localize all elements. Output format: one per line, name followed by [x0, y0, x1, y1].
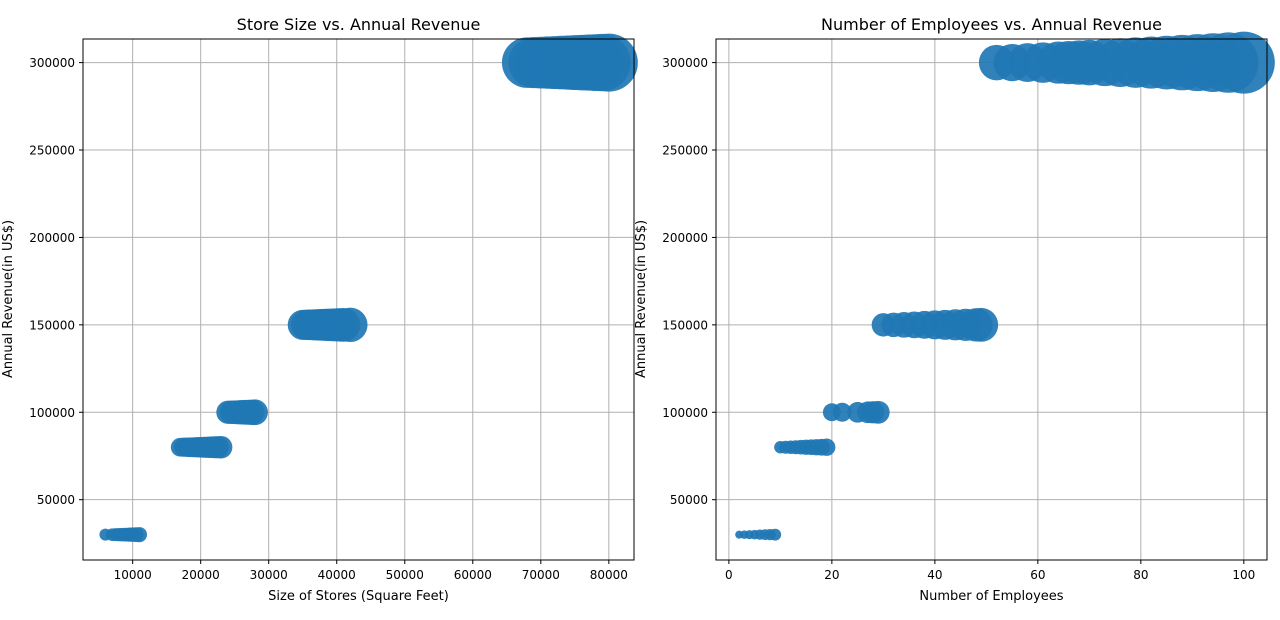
chart-left-grid	[83, 39, 634, 560]
left-xtick-label: 20000	[182, 568, 220, 582]
right-ytick-label: 300000	[662, 56, 708, 70]
left-xtick-label: 60000	[454, 568, 492, 582]
chart-right-xlabel: Number of Employees	[919, 589, 1063, 604]
chart-right-grid	[716, 39, 1267, 560]
right-ytick-label: 150000	[662, 318, 708, 332]
chart-left-title: Store Size vs. Annual Revenue	[237, 15, 481, 34]
right-ytick-label: 50000	[670, 493, 708, 507]
left-scatter-point	[333, 307, 368, 343]
right-scatter-point	[964, 307, 999, 342]
left-xtick-label: 70000	[522, 568, 560, 582]
left-ytick-label: 200000	[29, 231, 75, 245]
right-xtick-label: 60	[1030, 568, 1045, 582]
chart-left: Store Size vs. Annual Revenue Size of St…	[1, 15, 638, 604]
left-xtick-label: 50000	[386, 568, 424, 582]
left-xtick-label: 30000	[250, 568, 288, 582]
right-xtick-label: 20	[824, 568, 839, 582]
chart-left-points	[99, 33, 638, 543]
right-xtick-label: 100	[1232, 568, 1255, 582]
left-ytick-label: 300000	[29, 56, 75, 70]
left-ytick-label: 50000	[37, 493, 75, 507]
chart-right-ticks: 0 20 40 60 80 100 50000 100000 150000 200000 25000…	[662, 56, 1255, 582]
left-xtick-label: 10000	[114, 568, 152, 582]
left-ytick-label: 150000	[29, 318, 75, 332]
chart-left-ylabel: Annual Revenue(in US$)	[1, 220, 16, 378]
right-xtick-label: 40	[927, 568, 942, 582]
right-ytick-label: 100000	[662, 406, 708, 420]
chart-left-frame	[82, 38, 635, 561]
left-ytick-label: 250000	[29, 144, 75, 158]
left-xtick-label: 40000	[318, 568, 356, 582]
chart-right-points	[735, 31, 1275, 541]
right-scatter-point	[1212, 31, 1275, 94]
left-scatter-point	[131, 527, 148, 543]
chart-right-ylabel: Annual Revenue(in US$)	[634, 220, 649, 378]
right-ytick-label: 200000	[662, 231, 708, 245]
left-scatter-point	[579, 33, 638, 92]
right-ytick-label: 250000	[662, 144, 708, 158]
chart-left-ticks: 10000 20000 30000 40000 50000 60000 70000 80000…	[29, 56, 628, 582]
right-scatter-point	[818, 438, 836, 456]
left-scatter-point	[209, 435, 233, 459]
right-xtick-label: 80	[1133, 568, 1148, 582]
right-scatter-point	[832, 402, 852, 422]
chart-right: Number of Employees vs. Annual Revenue N…	[634, 15, 1275, 604]
right-scatter-point	[769, 528, 782, 541]
left-scatter-point	[242, 399, 268, 426]
chart-right-frame	[715, 38, 1268, 561]
right-scatter-point	[866, 400, 890, 424]
right-xtick-label: 0	[725, 568, 733, 582]
chart-right-title: Number of Employees vs. Annual Revenue	[821, 15, 1162, 34]
left-ytick-label: 100000	[29, 406, 75, 420]
left-xtick-label: 80000	[590, 568, 628, 582]
chart-left-xlabel: Size of Stores (Square Feet)	[268, 589, 449, 604]
